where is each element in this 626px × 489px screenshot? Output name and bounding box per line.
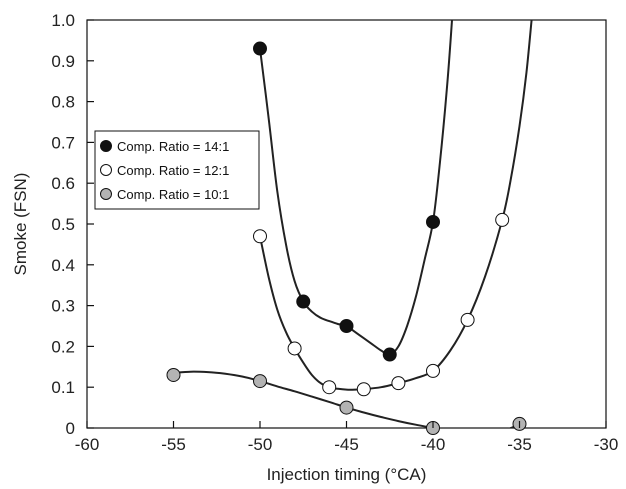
x-tick-label: -40 xyxy=(421,435,446,454)
series-3-point xyxy=(253,374,267,389)
series-2-point xyxy=(287,341,302,356)
legend-label: Comp. Ratio = 12:1 xyxy=(117,163,229,178)
series-1-point xyxy=(296,294,311,309)
legend-marker xyxy=(100,188,112,200)
series-2-point xyxy=(495,212,510,227)
x-tick-label: -45 xyxy=(334,435,359,454)
y-tick-label: 0.4 xyxy=(51,256,75,275)
legend-items: Comp. Ratio = 14:1 Comp. Ratio = 12:1 Comp… xyxy=(100,139,229,202)
x-axis-title: Injection timing (°CA) xyxy=(267,465,427,484)
series-2-point xyxy=(253,229,267,244)
series-2-point xyxy=(426,363,440,378)
y-tick-label: 0.9 xyxy=(51,52,75,71)
x-tick-label: -30 xyxy=(594,435,619,454)
series-1-curve xyxy=(259,20,453,356)
series-2-curve xyxy=(259,20,533,391)
legend: Comp. Ratio = 14:1 Comp. Ratio = 12:1 Comp… xyxy=(94,130,260,210)
series-2-point xyxy=(391,376,406,391)
legend-marker xyxy=(100,164,112,176)
markers-layer xyxy=(166,41,527,435)
legend-box xyxy=(94,130,260,210)
curves-layer xyxy=(173,20,533,428)
legend-label: Comp. Ratio = 10:1 xyxy=(117,187,229,202)
y-tick-label: 0.5 xyxy=(51,215,75,234)
x-tick-label: -55 xyxy=(161,435,186,454)
y-tick-label: 1.0 xyxy=(51,11,75,30)
y-tick-label: 0 xyxy=(66,419,75,438)
series-2-point xyxy=(460,312,475,327)
series-3-point xyxy=(166,367,181,382)
y-tick-label: 0.2 xyxy=(51,337,75,356)
y-tick-label: 0.8 xyxy=(51,93,75,112)
series-1-point xyxy=(426,214,440,229)
y-axis-title: Smoke (FSN) xyxy=(11,173,30,276)
plot-frame xyxy=(86,19,607,429)
legend-label: Comp. Ratio = 14:1 xyxy=(117,139,229,154)
series-2-point xyxy=(322,380,337,395)
legend-marker xyxy=(100,140,112,152)
x-tick-label: -35 xyxy=(507,435,532,454)
x-tick-label: -50 xyxy=(248,435,273,454)
y-tick-label: 0.6 xyxy=(51,174,75,193)
series-3-curve xyxy=(173,370,438,428)
x-tick-label: -60 xyxy=(75,435,100,454)
series-3-point xyxy=(339,400,354,415)
series-1-point xyxy=(339,319,354,333)
ticks-layer: -60 -55 -50 -45 -40 -35 -30 0 0.1 0.2 0.3 0.4 0.5 0.6… xyxy=(51,11,618,454)
series-1-point xyxy=(253,41,267,56)
series-1-point xyxy=(382,347,397,362)
y-tick-label: 0.7 xyxy=(51,133,75,152)
plot-axes xyxy=(86,19,607,429)
y-tick-label: 0.3 xyxy=(51,297,75,316)
series-2-point xyxy=(356,382,371,397)
y-tick-label: 0.1 xyxy=(51,378,75,397)
